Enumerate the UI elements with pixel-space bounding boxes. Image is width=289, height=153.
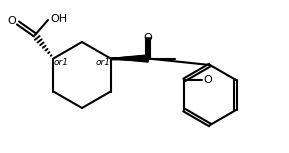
Text: O: O: [203, 75, 212, 85]
Text: or1: or1: [54, 58, 69, 67]
Text: or1: or1: [95, 58, 110, 67]
Text: OH: OH: [50, 14, 67, 24]
Text: O: O: [144, 33, 152, 43]
Text: O: O: [7, 16, 16, 26]
